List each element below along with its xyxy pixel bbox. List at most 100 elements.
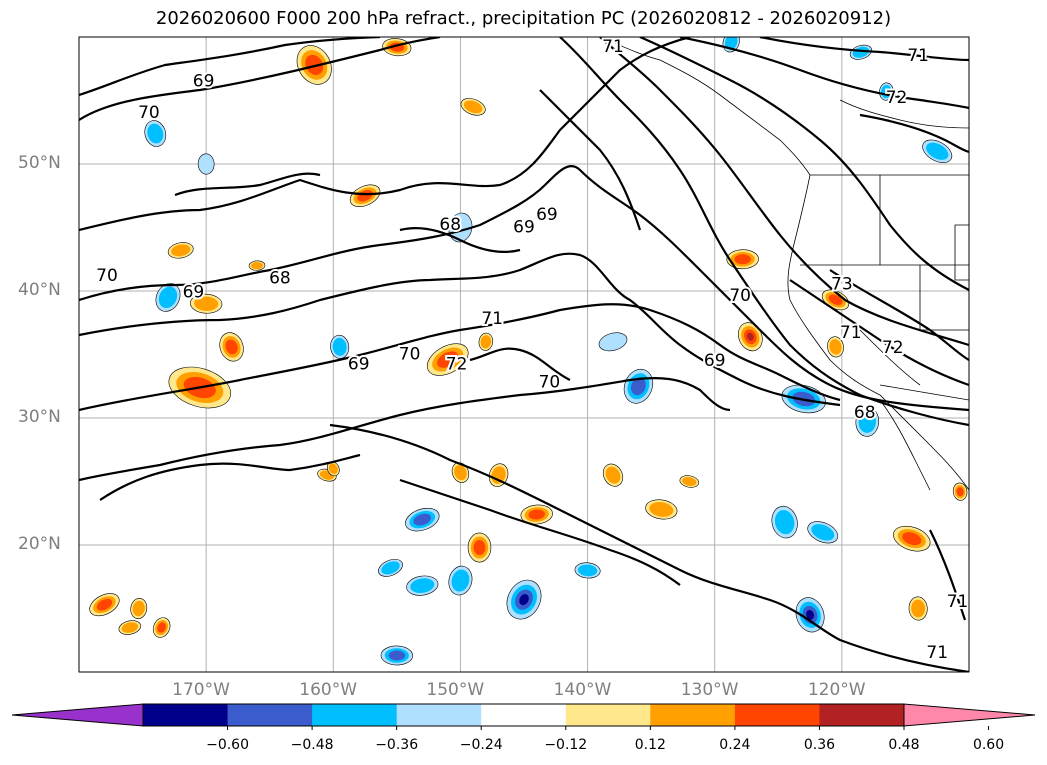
precip-contour-level [649, 502, 674, 517]
contour-line [79, 37, 381, 97]
precip-cell [795, 597, 825, 633]
precip-contour-level [480, 335, 492, 349]
contour-label: 70 [138, 103, 160, 123]
precip-contour-level [250, 261, 264, 270]
border-us-mexico [879, 384, 969, 401]
precip-contour-level [746, 332, 754, 341]
contour-label: 73 [831, 275, 853, 295]
contour-line [789, 279, 969, 387]
lat-tick-label: 30°N [18, 407, 61, 427]
contour-label: 70 [729, 286, 751, 306]
colorbar-segment [819, 704, 905, 726]
contour-line [759, 37, 969, 62]
colorbar-extend-low [11, 703, 144, 727]
precip-contour-level [734, 254, 751, 265]
precip-cell [827, 336, 844, 358]
colorbar-segment [143, 704, 229, 726]
precip-cell [406, 575, 439, 596]
precip-cell [893, 525, 931, 552]
precip-cell [152, 617, 171, 638]
precip-cell [451, 462, 470, 483]
precip-contour-level [305, 54, 324, 76]
precip-cell [737, 322, 763, 352]
precip-cell [405, 507, 440, 532]
contour-line [79, 37, 691, 232]
refractivity-contours [79, 37, 969, 672]
precip-contour-level [463, 100, 483, 114]
gridlines [79, 37, 969, 672]
chart-title: 2026020600 F000 200 hPa refract., precip… [155, 8, 892, 29]
lon-tick-label: 150°W [426, 680, 485, 700]
precip-cell [855, 406, 880, 437]
colorbar-segment [396, 704, 482, 726]
precip-cell [598, 332, 628, 352]
precip-cell [380, 645, 414, 666]
precip-contour-level [413, 513, 432, 526]
contour-label: 71 [907, 46, 929, 66]
precip-contour-level [225, 339, 238, 355]
contour-line [79, 303, 841, 412]
precip-contour-level [858, 410, 876, 433]
colorbar-tick-label: 0.24 [719, 737, 751, 753]
precip-contour-level [682, 477, 697, 486]
precip-cell [478, 332, 494, 351]
contour-line [829, 269, 969, 361]
lat-tick-label: 50°N [18, 153, 61, 173]
precip-cell [326, 461, 340, 477]
contour-label: 71 [947, 592, 969, 612]
colorbar-segment [734, 704, 820, 726]
contour-label: 69 [193, 71, 215, 91]
precip-contour-level [774, 510, 795, 535]
contour-line [639, 37, 969, 291]
coastline [599, 37, 969, 491]
contour-label: 71 [481, 309, 503, 329]
colorbar-segment [227, 704, 313, 726]
contour-label: 69 [704, 351, 726, 371]
precip-contour-level [956, 487, 964, 497]
precip-cell [771, 505, 798, 539]
precip-contour-level [598, 332, 628, 352]
contour-label: 68 [854, 403, 876, 423]
contour-line [399, 478, 681, 586]
precip-cell [144, 120, 167, 147]
precip-cell [118, 620, 142, 635]
precip-contour-level [473, 539, 486, 556]
precip-cell [908, 596, 928, 621]
state-border [954, 224, 969, 281]
colorbar-tick-label: −0.60 [206, 737, 249, 753]
precip-cell [167, 242, 194, 259]
contour-line [679, 37, 969, 110]
precip-contour-level [577, 564, 598, 577]
precip-cell [448, 565, 473, 596]
precip-contour-level [158, 286, 178, 309]
contour-line [469, 347, 571, 381]
contour-label: 69 [536, 205, 558, 225]
lon-tick-label: 120°W [807, 680, 866, 700]
contour-line [79, 377, 731, 482]
precip-contour-level [437, 351, 459, 368]
contour-label: 72 [886, 88, 908, 108]
precip-contour-level [171, 244, 191, 257]
precip-contour-level [132, 600, 145, 617]
precip-cell [296, 45, 332, 85]
colorbar-segment [650, 704, 736, 726]
precip-contour-level [197, 153, 215, 175]
contour-label: 72 [446, 355, 468, 375]
contour-label: 70 [96, 266, 118, 286]
precip-contour-level [724, 37, 738, 50]
state-border [859, 329, 921, 386]
contour-label: 71 [926, 643, 948, 663]
precip-contour-level [332, 338, 347, 356]
precip-cell [679, 475, 700, 488]
precip-contour-level [605, 466, 621, 484]
plot-frame [78, 36, 970, 673]
contour-line [329, 423, 969, 672]
precip-cell [574, 562, 601, 579]
precip-contour-level [388, 650, 406, 661]
contour-line [539, 89, 642, 231]
precip-cell [248, 260, 266, 271]
precip-contour-level [96, 598, 113, 611]
colorbar-segment [481, 704, 567, 726]
